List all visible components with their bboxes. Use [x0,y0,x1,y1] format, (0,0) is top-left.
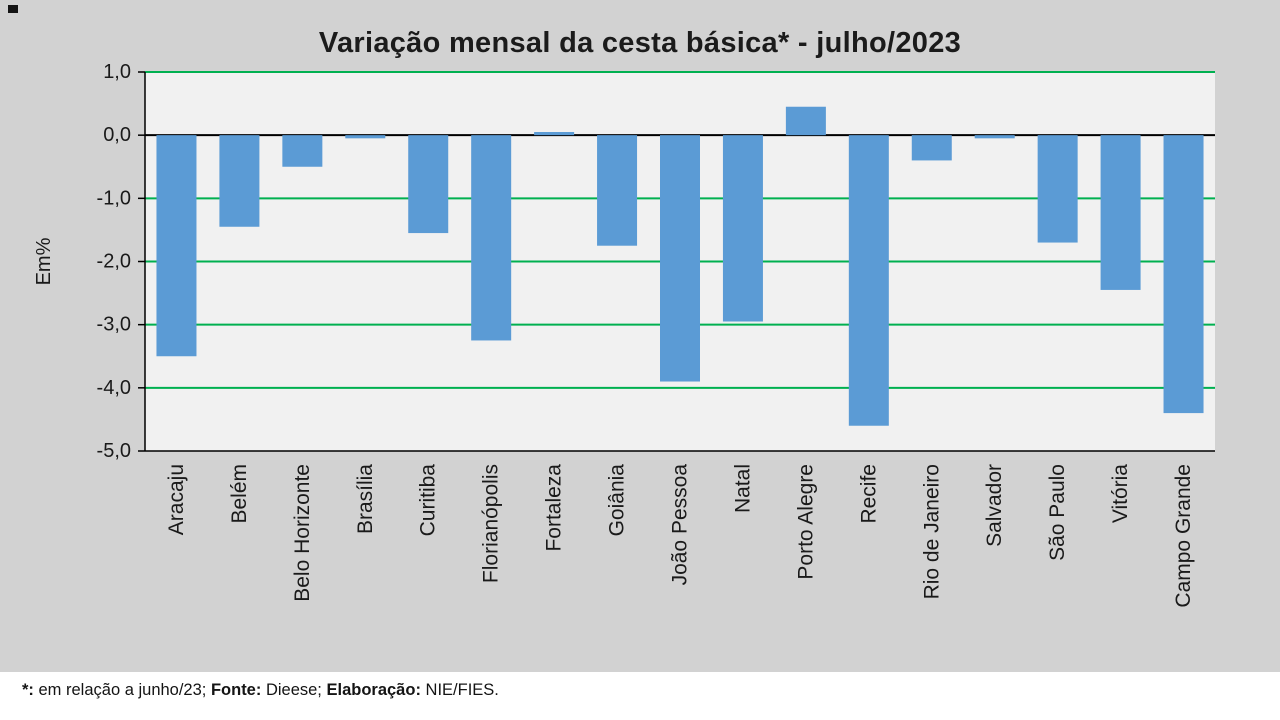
y-tick-label: -1,0 [97,187,131,209]
bar-4 [408,135,449,234]
x-label-15: Vitória [1109,464,1132,523]
footnote-text: em relação a junho/23; [33,681,211,699]
footer-band: *: em relação a junho/23; Fonte: Dieese;… [0,672,1280,720]
x-label-13: Salvador [983,464,1006,547]
x-label-9: Natal [731,464,754,513]
bar-12 [911,135,952,161]
x-label-10: Porto Alegre [794,464,817,580]
x-label-14: São Paulo [1046,464,1069,561]
y-tick-label: -3,0 [97,314,131,336]
bar-5 [471,135,512,341]
footnote-bold: Fonte: [210,681,262,699]
chart-title: Variação mensal da cesta básica* - julho… [318,27,962,59]
x-label-5: Florianópolis [480,464,503,583]
x-label-16: Campo Grande [1172,464,1195,608]
bar-2 [282,135,323,167]
x-label-11: Recife [857,464,880,524]
bar-9 [722,135,763,322]
bar-16 [1163,135,1204,414]
chart-svg: 1,0 0,0 -1,0 -2,0 -3,0 -4,0 -5,0 Aracaju Belém Be… [33,61,1215,608]
bar-8 [660,135,700,382]
x-label-4: Curitiba [417,464,440,537]
bar-6 [534,132,575,136]
x-label-12: Rio de Janeiro [920,464,943,599]
bar-15 [1100,135,1141,290]
bar-13 [974,135,1015,139]
bar-11 [848,135,889,426]
footnote-text: Dieese; [261,681,327,699]
x-label-1: Belém [228,464,251,524]
bar-3 [345,135,386,139]
bar-7 [597,135,638,246]
x-label-0: Aracaju [165,464,188,535]
bar-1 [219,135,260,227]
corner-mark [8,5,18,13]
footnote-text: NIE/FIES. [420,681,499,699]
y-axis-title: Em% [33,237,55,285]
bar-14 [1037,135,1078,243]
y-tick-label: 0,0 [103,124,131,146]
x-label-8: João Pessoa [669,464,692,586]
y-tick-label: -5,0 [97,440,131,462]
y-tick-label: -4,0 [97,377,131,399]
footnote-bold: *: [22,681,34,699]
footnote-bold: Elaboração: [326,681,421,699]
y-tick-label: 1,0 [103,61,131,83]
x-label-6: Fortaleza [543,464,566,552]
x-label-3: Brasília [354,464,377,534]
y-tick-label: -2,0 [97,251,131,273]
bar-10 [785,106,826,136]
bar-0 [156,135,197,357]
x-label-7: Goiânia [606,464,629,537]
x-label-2: Belo Horizonte [291,464,314,602]
footnote: *: em relação a junho/23; Fonte: Dieese;… [22,681,499,700]
